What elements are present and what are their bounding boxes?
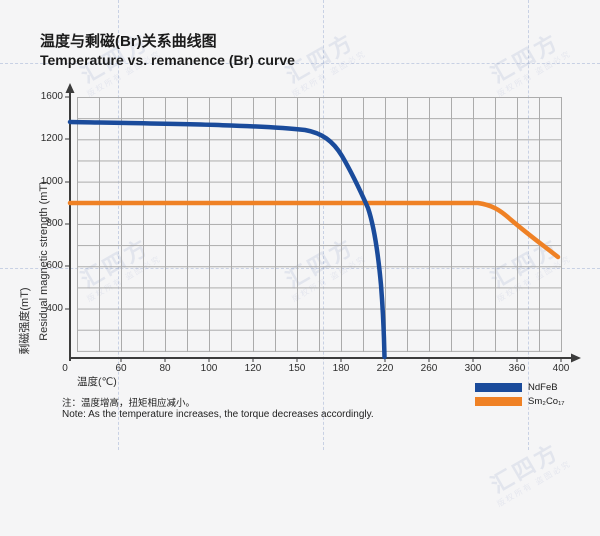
legend-item-ndfeb: NdFeB <box>475 383 565 392</box>
y-axis-arrowhead <box>65 83 75 93</box>
x-tick-marks <box>120 358 562 362</box>
x-tick-label: 360 <box>508 363 526 374</box>
y-tick-label: 1200 <box>40 133 63 144</box>
x-tick-label: 260 <box>420 363 438 374</box>
x-tick-label: 120 <box>244 363 262 374</box>
x-tick-label: 300 <box>464 363 482 374</box>
y-axis-title-zh: 剩磁强度(mT) <box>19 287 31 355</box>
y-tick-label: 800 <box>46 218 63 229</box>
x-tick-label: 400 <box>552 363 570 374</box>
x-tick-label: 100 <box>200 363 218 374</box>
chart-title-en: Temperature vs. remanence (Br) curve <box>40 52 295 68</box>
x-tick-label: 220 <box>376 363 394 374</box>
x-tick-label: 60 <box>115 363 127 374</box>
legend: NdFeB Sm₂Co₁₇ <box>475 383 565 406</box>
x-tick-label: 150 <box>288 363 306 374</box>
y-tick-label: 1600 <box>40 91 63 102</box>
x-tick-label: 0 <box>62 363 68 374</box>
x-tick-label: 80 <box>159 363 171 374</box>
sm2co17-curve <box>67 200 561 260</box>
x-axis-title: 温度(℃) <box>77 376 117 388</box>
y-tick-label: 600 <box>46 260 63 271</box>
y-tick-label: 400 <box>46 303 63 314</box>
y-tick-marks <box>65 96 70 310</box>
ndfeb-color-swatch <box>475 383 522 392</box>
sm2co17-color-swatch <box>475 397 522 406</box>
legend-label: Sm₂Co₁₇ <box>528 396 565 407</box>
chart-canvas <box>65 83 581 363</box>
note-en: Note: As the temperature increases, the … <box>62 409 374 420</box>
plot-grid <box>77 97 562 352</box>
y-tick-label: 1000 <box>40 176 63 187</box>
legend-item-sm2co17: Sm₂Co₁₇ <box>475 397 565 406</box>
legend-label: NdFeB <box>528 382 558 393</box>
chart-title-zh: 温度与剩磁(Br)关系曲线图 <box>40 33 217 50</box>
watermark-small-text: 版权所有 盗图必究 <box>495 458 573 509</box>
x-axis-arrowhead <box>571 353 581 363</box>
x-tick-label: 180 <box>332 363 350 374</box>
y-axis-title-en: Residual magnetic strength (mT) <box>38 181 50 341</box>
note-zh: 注：温度增高，扭矩相应减小。 <box>62 398 196 409</box>
ndfeb-curve <box>67 119 387 360</box>
